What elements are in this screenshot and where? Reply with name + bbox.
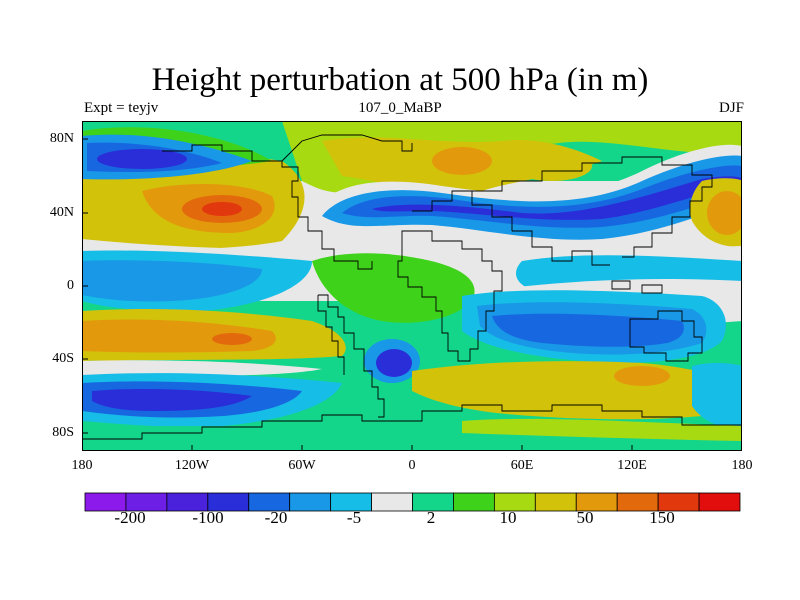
colorbar-label: -5 <box>346 508 362 527</box>
colorbar-label: -20 <box>264 508 288 527</box>
lat-tick-80s: 80S <box>52 425 74 440</box>
lat-tick-40n: 40N <box>49 205 74 220</box>
colorbar-label: 150 <box>649 508 675 527</box>
lon-tick-180-west: 180 <box>71 458 93 473</box>
colorbar-label: 10 <box>499 508 517 527</box>
colorbar-label: 2 <box>426 508 436 527</box>
lat-tick-40s: 40S <box>52 351 74 366</box>
period-label: 107_0_MaBP <box>358 100 442 116</box>
colorbar-label: 50 <box>576 508 594 527</box>
lon-tick-60e: 60E <box>510 458 534 473</box>
colorbar-label: -200 <box>114 508 146 527</box>
experiment-label: Expt = teyjv <box>84 100 159 116</box>
colorbar-swatch <box>698 492 741 512</box>
figure-title: Height perturbation at 500 hPa (in m) <box>151 62 649 98</box>
lat-tick-80n: 80N <box>49 131 74 146</box>
lon-tick-180-east: 180 <box>731 458 753 473</box>
lon-tick-120e: 120E <box>617 458 647 473</box>
lon-tick-60w: 60W <box>288 458 316 473</box>
lat-tick-0: 0 <box>67 278 74 293</box>
height-perturbation-map <box>82 121 742 451</box>
lon-tick-0: 0 <box>408 458 416 473</box>
colorbar-label: -100 <box>192 508 224 527</box>
lon-tick-120w: 120W <box>174 458 210 473</box>
season-label: DJF <box>718 100 744 116</box>
